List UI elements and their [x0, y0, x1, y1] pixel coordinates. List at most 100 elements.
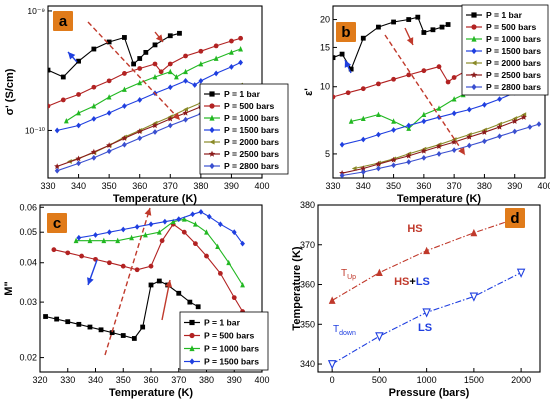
y-axis-label: σ' (S/cm)	[4, 68, 16, 115]
data-point	[376, 131, 381, 138]
data-point	[231, 295, 237, 301]
panel-a-chart: 330 340 350 360 370 380 390 400 10⁻⁹ 10⁻¹⁰ Tempera…	[4, 5, 289, 205]
data-point	[333, 55, 336, 61]
data-point	[206, 213, 212, 220]
arrow-head	[458, 147, 465, 155]
data-point	[152, 42, 158, 48]
data-point	[76, 321, 82, 327]
data-point	[134, 223, 140, 230]
data-point	[209, 91, 215, 97]
data-point	[421, 118, 427, 125]
data-point	[376, 111, 381, 118]
data-point	[360, 165, 367, 172]
data-point	[137, 135, 143, 142]
x-tick-label: 330	[325, 181, 340, 191]
data-point	[152, 74, 158, 80]
data-point	[120, 263, 126, 269]
data-point	[122, 86, 127, 92]
panel-tag-box	[53, 11, 73, 31]
data-point	[536, 121, 542, 128]
t-down-label: Tdown	[333, 324, 356, 337]
series-line	[66, 48, 241, 122]
data-point	[390, 156, 397, 163]
data-point	[348, 66, 354, 72]
data-point	[76, 122, 81, 129]
data-point	[439, 24, 445, 30]
y-tick-label: 15	[320, 42, 330, 52]
data-point	[76, 92, 81, 97]
y-axis-label: M"	[3, 281, 15, 295]
y-tick-label: 5	[325, 149, 330, 159]
series-line	[342, 123, 540, 177]
x-axis-label: Temperature (K)	[397, 193, 481, 205]
data-point	[405, 152, 412, 159]
pressure-trend-arrow	[87, 21, 181, 121]
data-point	[101, 237, 107, 244]
data-point	[376, 268, 383, 276]
y-tick-label: 360	[300, 280, 315, 290]
data-point	[167, 68, 173, 75]
data-point	[471, 12, 477, 18]
x-tick-label: 340	[71, 181, 86, 191]
panel-d-chart: 0 500 1000 1500 2000 340 350 360 370 380 Pressure …	[291, 200, 541, 399]
data-point	[339, 51, 345, 57]
data-point	[189, 332, 195, 339]
data-point	[176, 290, 182, 296]
data-point	[189, 319, 195, 326]
data-point	[76, 109, 81, 116]
data-point	[60, 97, 66, 103]
data-point	[238, 46, 243, 52]
data-point	[198, 209, 204, 215]
y-axis-label: ε'	[303, 88, 315, 96]
data-point	[167, 122, 173, 129]
x-axis-label: Temperature (K)	[113, 193, 197, 205]
data-point	[421, 111, 427, 118]
arrow-head	[68, 52, 76, 60]
data-point	[162, 218, 168, 225]
data-point	[174, 74, 179, 80]
data-point	[209, 139, 215, 145]
data-point	[63, 117, 69, 124]
series-p-1-bar	[333, 14, 451, 72]
data-point	[151, 122, 159, 129]
data-point	[217, 221, 223, 228]
data-point	[406, 17, 412, 22]
x-tick-label: 370	[163, 181, 178, 191]
arrow-head	[406, 37, 414, 45]
data-point	[48, 103, 51, 109]
y-tick-label: 350	[300, 319, 315, 329]
pressure-trend-arrow	[384, 34, 466, 156]
t-up-label: TUp	[341, 268, 356, 281]
data-point	[198, 60, 204, 67]
hs-ls-label: HS+LS	[394, 276, 430, 288]
data-point	[182, 109, 189, 116]
data-point	[51, 247, 57, 253]
data-point	[406, 72, 412, 78]
data-point	[217, 271, 223, 276]
x-tick-label: 390	[227, 375, 242, 385]
series-p-1500-bars	[54, 59, 243, 134]
y-tick-label: 0.03	[19, 297, 37, 307]
x-tick-label: 350	[386, 181, 401, 191]
data-point	[391, 162, 396, 169]
data-point	[43, 314, 48, 319]
arrow-head	[172, 112, 180, 120]
y-tick-label: 0.04	[19, 258, 37, 268]
data-point	[176, 216, 182, 223]
series-p-2500-bars	[339, 114, 527, 176]
data-point	[189, 345, 195, 352]
data-point	[195, 304, 201, 310]
panel-b-chart: 330 340 350 360 370 380 390 400 5 10 15 20 Temperatu…	[303, 4, 550, 205]
data-point	[482, 138, 487, 145]
series-line	[76, 218, 244, 286]
x-tick-label: 320	[32, 375, 47, 385]
x-tick-label: 400	[254, 375, 269, 385]
data-point	[137, 79, 143, 86]
y-tick-label: 10⁻⁹	[27, 6, 45, 16]
data-point	[129, 234, 134, 241]
data-point	[435, 143, 443, 150]
data-point	[471, 24, 477, 30]
data-point	[193, 221, 198, 227]
data-point	[339, 141, 345, 148]
data-point	[451, 138, 458, 145]
